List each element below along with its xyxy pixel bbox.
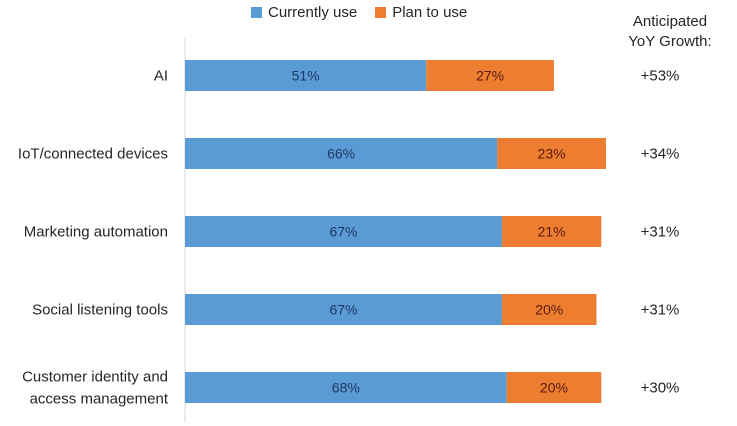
growth-value: +30% [641,380,680,397]
category-label: AI [154,68,168,85]
category-label-line: AI [154,68,168,85]
category-label-line: Social listening tools [32,302,168,319]
data-label: 20% [535,302,563,318]
category-label-line: Customer identity and [22,369,168,386]
growth-column-title: Anticipated YoY Growth: [610,12,730,52]
data-label: 67% [329,302,357,318]
bar-plan-to-use [506,372,602,403]
data-label: 23% [538,146,566,162]
growth-value: +34% [641,146,680,163]
bar-currently-use [185,138,498,169]
data-label: 66% [327,146,355,162]
growth-value: +31% [641,302,680,319]
category-label: Social listening tools [32,302,168,319]
category-label-line: IoT/connected devices [18,146,168,163]
data-label: 21% [538,224,566,240]
category-label: Customer identity and access management [22,369,169,408]
bar-plan-to-use [497,138,606,169]
bar-currently-use [185,294,502,325]
bar-currently-use [185,60,427,91]
bar-plan-to-use [426,60,554,91]
growth-value: +53% [641,68,680,85]
data-label: 27% [476,68,504,84]
bar-plan-to-use [501,216,602,247]
data-label: 20% [540,380,568,396]
data-label: 67% [329,224,357,240]
category-label: IoT/connected devices [18,146,168,163]
growth-title-line-1: Anticipated [632,13,708,30]
legend-label-currently-use: Currently use [268,4,358,21]
bar-currently-use [185,216,502,247]
legend-swatch-plan-to-use [375,7,387,18]
legend: Currently use Plan to use [251,4,485,21]
legend-label-plan-to-use: Plan to use [392,4,468,21]
data-label: 51% [292,68,320,84]
data-label: 68% [332,380,360,396]
legend-item-currently-use: Currently use [251,4,357,21]
category-label: Marketing automation [24,224,168,241]
bar-plan-to-use [501,294,597,325]
bar-currently-use [185,372,507,403]
category-label-line: Marketing automation [24,224,168,241]
legend-item-plan-to-use: Plan to use [375,4,467,21]
growth-value: +31% [641,224,680,241]
category-label-line: access management [30,391,169,408]
legend-swatch-currently-use [251,7,262,18]
growth-title-line-2: YoY Growth: [628,33,712,50]
